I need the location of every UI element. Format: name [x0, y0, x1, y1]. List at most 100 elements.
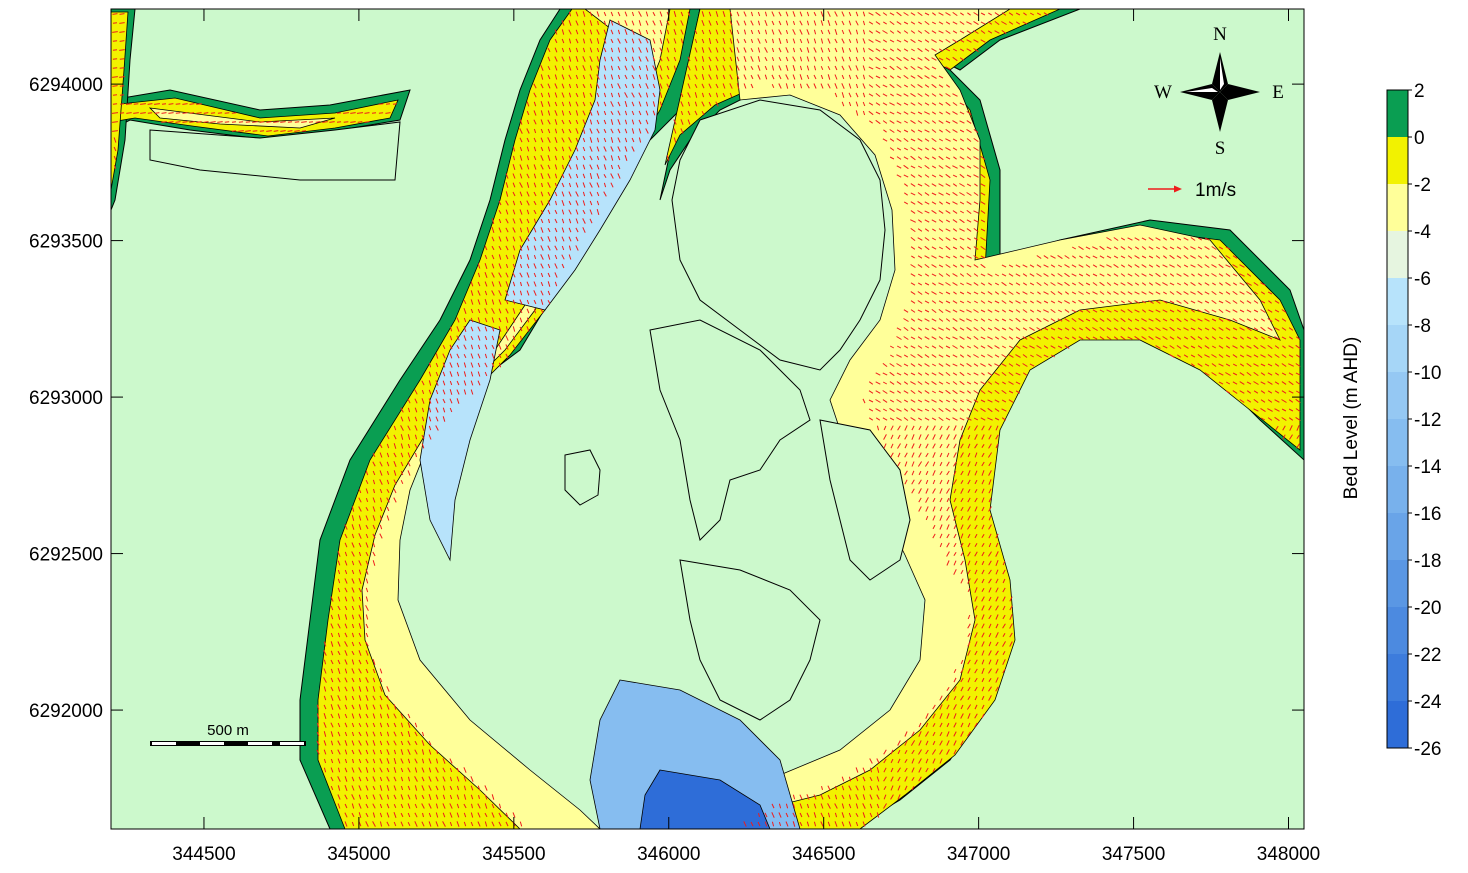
velocity-vector	[407, 803, 411, 809]
velocity-vector	[966, 336, 972, 340]
velocity-vector	[421, 794, 425, 800]
scale-bar-segment	[152, 742, 176, 745]
velocity-vector	[330, 641, 334, 647]
velocity-vector	[1085, 336, 1091, 340]
velocity-vector	[344, 659, 348, 665]
velocity-vector	[498, 317, 502, 323]
velocity-vector	[931, 408, 937, 412]
velocity-vector	[903, 417, 909, 421]
velocity-vector	[945, 39, 951, 43]
velocity-vector	[554, 272, 558, 278]
velocity-vector	[119, 58, 125, 60]
velocity-vector	[1218, 291, 1224, 295]
velocity-vector	[351, 668, 355, 674]
velocity-vector	[273, 121, 279, 123]
velocity-vector	[1155, 246, 1161, 250]
velocity-vector	[952, 120, 958, 124]
velocity-vector	[945, 417, 951, 421]
velocity-vector	[1295, 363, 1301, 367]
velocity-vector	[806, 803, 810, 809]
velocity-vector	[882, 417, 888, 421]
velocity-vector	[806, 56, 810, 62]
velocity-vector	[1253, 300, 1259, 304]
velocity-vector	[386, 704, 390, 710]
velocity-vector	[995, 569, 999, 575]
velocity-vector	[827, 74, 831, 80]
velocity-vector	[1022, 21, 1028, 25]
velocity-vector	[917, 39, 923, 43]
velocity-vector	[820, 29, 824, 35]
velocity-vector	[1183, 264, 1189, 268]
velocity-vector	[1169, 254, 1175, 260]
velocity-vector	[1064, 309, 1070, 313]
velocity-vector	[910, 354, 916, 358]
velocity-vector	[952, 336, 958, 340]
velocity-vector	[953, 506, 957, 512]
velocity-vector	[1036, 12, 1042, 16]
velocity-vector	[910, 21, 916, 25]
velocity-vector	[491, 326, 495, 332]
velocity-vector	[924, 255, 930, 259]
velocity-vector	[491, 362, 495, 368]
velocity-vector	[1218, 255, 1224, 259]
velocity-vector	[841, 29, 845, 35]
velocity-vector	[917, 363, 923, 367]
velocity-vector	[1078, 291, 1084, 295]
velocity-vector	[973, 354, 979, 358]
velocity-vector	[1155, 309, 1161, 313]
velocity-vector	[953, 488, 957, 494]
velocity-vector	[910, 327, 916, 331]
velocity-vector	[848, 101, 852, 107]
velocity-vector	[994, 291, 1000, 295]
velocity-vector	[883, 758, 887, 764]
velocity-vector	[988, 686, 992, 692]
velocity-vector	[561, 191, 565, 197]
velocity-vector	[994, 300, 1000, 304]
velocity-vector	[834, 11, 838, 17]
velocity-vector	[1267, 344, 1273, 350]
velocity-vector	[589, 83, 593, 89]
velocity-vector	[365, 488, 369, 494]
velocity-vector	[470, 362, 474, 368]
velocity-vector	[862, 11, 866, 17]
velocity-vector	[1218, 345, 1224, 349]
velocity-vector	[1001, 29, 1007, 35]
velocity-vector	[351, 659, 355, 665]
velocity-vector	[337, 614, 341, 620]
velocity-vector	[862, 20, 866, 26]
velocity-vector	[330, 713, 334, 719]
velocity-vector	[876, 776, 880, 782]
velocity-vector	[715, 65, 719, 71]
velocity-vector	[575, 191, 579, 197]
velocity-vector	[896, 399, 902, 403]
velocity-vector	[1253, 282, 1259, 286]
velocity-vector	[960, 569, 964, 575]
velocity-vector	[477, 272, 481, 278]
velocity-vector	[400, 749, 404, 755]
velocity-vector	[1155, 272, 1161, 278]
velocity-vector	[386, 434, 390, 440]
velocity-vector	[526, 128, 530, 134]
velocity-vector	[1288, 408, 1294, 412]
velocity-vector	[932, 228, 936, 232]
velocity-vector	[323, 731, 327, 737]
velocity-vector	[1002, 659, 1006, 665]
velocity-vector	[1043, 336, 1049, 340]
velocity-vector	[547, 209, 551, 215]
velocity-vector	[456, 398, 460, 404]
velocity-vector	[533, 227, 537, 233]
velocity-vector	[393, 704, 397, 710]
velocity-vector	[582, 164, 586, 170]
velocity-vector	[1106, 282, 1112, 286]
velocity-vector	[708, 37, 712, 45]
velocity-vector	[855, 821, 859, 827]
velocity-vector	[112, 76, 118, 78]
velocity-vector	[1008, 300, 1014, 304]
velocity-vector	[743, 20, 747, 26]
velocity-vector	[351, 677, 355, 683]
velocity-vector	[379, 731, 383, 737]
velocity-vector	[953, 524, 957, 530]
velocity-vector	[959, 408, 965, 412]
velocity-vector	[505, 263, 509, 269]
velocity-vector	[540, 110, 544, 116]
